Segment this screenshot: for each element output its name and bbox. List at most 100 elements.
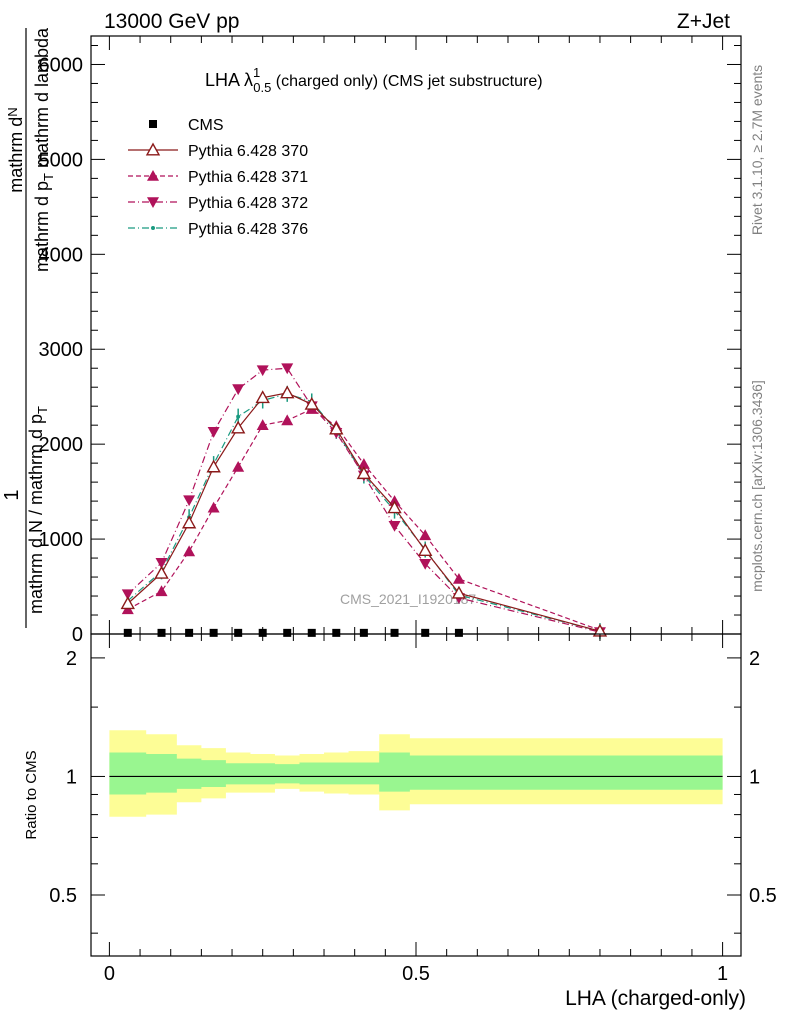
data-point <box>281 363 294 375</box>
data-point <box>255 390 270 404</box>
data-point <box>185 628 194 637</box>
data-point <box>451 585 467 599</box>
data-point <box>281 414 294 426</box>
data-point <box>421 628 430 637</box>
legend-label: Pythia 6.428 372 <box>188 195 308 212</box>
watermark: CMS_2021_I1920187 <box>340 591 476 607</box>
data-point <box>356 466 372 480</box>
series-1 <box>120 385 608 637</box>
y-tick-label: 0 <box>72 624 83 646</box>
mcplots-label: mcplots.cern.ch [arXiv:1306.3436] <box>749 380 765 592</box>
data-point <box>283 628 292 637</box>
data-point <box>256 419 269 430</box>
data-point <box>183 545 196 557</box>
legend-marker <box>147 170 159 181</box>
data-point <box>307 628 316 637</box>
data-point <box>232 460 245 472</box>
x-axis-label: LHA (charged-only) <box>565 987 746 1010</box>
data-point <box>183 495 196 507</box>
legend: CMS Pythia 6.428 370 Pythia 6.428 371 Pythi… <box>128 117 308 238</box>
y-label-numerator: mathrm dN <box>5 107 26 192</box>
data-point <box>157 628 166 637</box>
data-point <box>207 501 220 513</box>
legend-label: Pythia 6.428 370 <box>188 143 308 160</box>
series-line <box>127 392 601 632</box>
y-label-denominator: mathrm d pT mathrm d lambda <box>32 27 56 272</box>
data-point <box>207 427 220 438</box>
legend-item: CMS <box>149 117 224 134</box>
main-y-axis-label: 1 mathrm d N / mathrm d pT mathrm dN mat… <box>1 27 56 628</box>
ratio-y-tick-label: 1 <box>66 766 77 788</box>
legend-item: Pythia 6.428 371 <box>128 169 308 186</box>
data-point <box>120 596 135 610</box>
data-point <box>387 500 402 514</box>
data-point <box>329 421 344 435</box>
plot-title: LHA λ1 0.5 (charged only) (CMS jet substr… <box>205 65 543 95</box>
x-tick-label: 0 <box>104 963 115 985</box>
ratio-y-axis-label: Ratio to CMS <box>23 750 40 839</box>
y-tick-label: 1000 <box>39 529 84 551</box>
series-0 <box>123 628 463 637</box>
y-tick-label: 5000 <box>39 149 84 171</box>
watermark-text: CMS_2021_I1920187 <box>340 591 476 607</box>
data-point <box>258 628 267 637</box>
legend-marker <box>145 142 161 156</box>
data-point <box>418 543 433 556</box>
legend-label: Pythia 6.428 376 <box>188 221 308 238</box>
main-ticks: 0 1000 2000 3000 4000 5000 6000 <box>39 36 741 646</box>
data-point <box>357 458 370 469</box>
ratio-y-tick-label: 2 <box>66 648 77 670</box>
data-point <box>332 628 341 637</box>
data-point <box>155 558 168 569</box>
y-label-outer-denominator: mathrm d N / mathrm d pT <box>26 406 50 614</box>
data-point <box>121 589 134 601</box>
main-series <box>120 363 608 640</box>
y-tick-label: 3000 <box>39 339 84 361</box>
series-line <box>127 408 601 631</box>
ratio-y-tick-label-right: 0.5 <box>749 885 777 907</box>
legend-item: Pythia 6.428 370 <box>128 142 308 160</box>
data-point <box>123 628 132 637</box>
data-point <box>209 628 218 637</box>
data-point <box>232 384 245 396</box>
data-point <box>206 459 221 473</box>
data-point <box>155 585 168 597</box>
x-tick-label: 1 <box>717 963 728 985</box>
rivet-label: Rivet 3.1.10, ≥ 2.7M events <box>749 65 765 235</box>
data-point <box>181 515 197 529</box>
legend-label: Pythia 6.428 371 <box>188 169 308 186</box>
data-point <box>154 565 169 579</box>
ratio-y-tick-label-right: 1 <box>749 766 760 788</box>
data-point <box>304 396 319 410</box>
y-tick-label: 6000 <box>39 54 84 76</box>
legend-marker <box>151 226 155 230</box>
data-point <box>359 628 368 637</box>
header-energy: 13000 GeV pp <box>104 10 239 33</box>
header-process: Z+Jet <box>677 10 730 33</box>
ratio-y-tick-label: 0.5 <box>49 885 77 907</box>
y-label-one: 1 <box>1 489 23 500</box>
data-point <box>236 414 241 419</box>
series-line <box>127 367 601 633</box>
y-tick-label: 4000 <box>39 244 84 266</box>
ratio-y-tick-label-right: 2 <box>749 648 760 670</box>
data-point <box>452 572 465 584</box>
data-point <box>280 385 295 399</box>
legend-marker <box>147 197 159 208</box>
legend-marker <box>149 120 157 128</box>
data-point <box>234 628 243 637</box>
data-point <box>388 520 401 532</box>
legend-item: Pythia 6.428 372 <box>128 195 308 212</box>
x-tick-label: 0.5 <box>402 963 430 985</box>
ratio-ticks: 0.5 0.5 1 1 2 2 0 0.5 1 <box>49 634 777 985</box>
y-tick-label: 2000 <box>39 434 84 456</box>
legend-label: CMS <box>188 117 224 134</box>
data-point <box>419 558 432 570</box>
data-point <box>390 628 399 637</box>
legend-item: Pythia 6.428 376 <box>128 221 308 238</box>
data-point <box>454 628 463 637</box>
data-point <box>256 365 269 377</box>
data-point <box>419 529 432 541</box>
stat-uncertainty-band <box>109 752 723 795</box>
